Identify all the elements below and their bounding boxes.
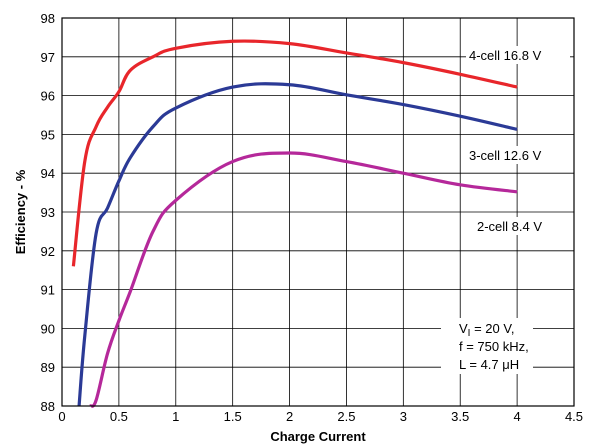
- annotation-v-sub: I: [468, 328, 471, 339]
- x-tick-label: 4.5: [565, 409, 583, 424]
- y-tick-label: 97: [41, 50, 55, 65]
- annotation-line-1: VI = 20 V,: [459, 321, 514, 339]
- y-axis-title: Efficiency - %: [13, 169, 28, 254]
- y-tick-label: 92: [41, 244, 55, 259]
- x-tick-label: 4: [513, 409, 520, 424]
- annotation-v-main: V: [459, 321, 468, 336]
- y-tick-label: 94: [41, 166, 55, 181]
- x-tick-label: 2: [286, 409, 293, 424]
- y-tick-label: 90: [41, 321, 55, 336]
- x-tick-label: 1.5: [224, 409, 242, 424]
- series-layer: [71, 39, 518, 408]
- x-tick-label: 1: [172, 409, 179, 424]
- x-tick-label: 3.5: [451, 409, 469, 424]
- series-line-3-cell: [77, 82, 518, 407]
- series-line-2-cell: [89, 151, 518, 408]
- y-tick-label: 88: [41, 399, 55, 414]
- annotation-v-rest: = 20 V,: [470, 321, 514, 336]
- annotation-bg: [441, 318, 533, 374]
- y-tick-label: 95: [41, 127, 55, 142]
- x-tick-label: 2.5: [337, 409, 355, 424]
- annotation-line-2: f = 750 kHz,: [459, 339, 529, 354]
- tick-label-layer: 0 0.5 1 1.5 2 2.5 3 3.5 4 4.5 88 89 90 91 92 93 94 95 96 97…: [41, 11, 584, 424]
- series-label-2-cell: 2-cell 8.4 V: [477, 219, 542, 234]
- y-tick-label: 91: [41, 283, 55, 298]
- series-label-layer: 4-cell 16.8 V 3-cell 12.6 V 2-cell 8.4 V: [466, 46, 570, 235]
- series-label-bg-2cell: [474, 217, 564, 235]
- series-label-bg-4cell: [466, 46, 570, 64]
- x-tick-label: 3: [400, 409, 407, 424]
- x-tick-label: 0: [58, 409, 65, 424]
- y-tick-label: 89: [41, 360, 55, 375]
- series-label-3-cell: 3-cell 12.6 V: [469, 148, 542, 163]
- y-tick-label: 98: [41, 11, 55, 26]
- annotation-line-3: L = 4.7 μH: [459, 357, 519, 372]
- y-tick-label: 96: [41, 89, 55, 104]
- x-axis-title: Charge Current: [270, 429, 366, 444]
- plot-frame: [61, 17, 575, 407]
- y-tick-label: 93: [41, 205, 55, 220]
- series-line-4-cell: [71, 39, 518, 267]
- conditions-annotation: VI = 20 V, f = 750 kHz, L = 4.7 μH: [441, 318, 533, 374]
- series-label-4-cell: 4-cell 16.8 V: [469, 48, 542, 63]
- series-label-bg-3cell: [466, 146, 570, 164]
- x-tick-label: 0.5: [110, 409, 128, 424]
